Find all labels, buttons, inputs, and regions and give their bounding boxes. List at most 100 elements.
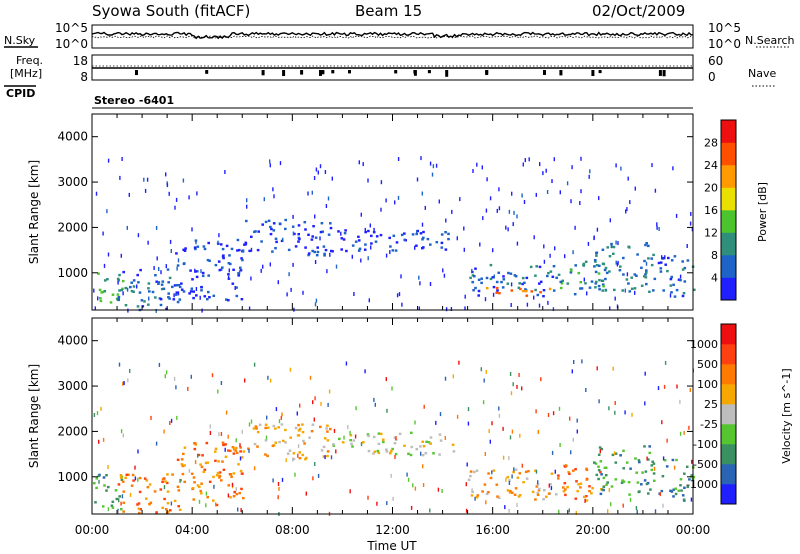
- power-cell: [597, 272, 601, 275]
- velocity-cell: [256, 445, 259, 448]
- power-cell: [670, 275, 673, 279]
- velocity-cell: [164, 508, 168, 511]
- velocity-panel: 1000 2000 3000 4000 Slant Range [km] 1000 50…: [27, 317, 793, 516]
- power-cell: [151, 290, 155, 294]
- power-cell: [644, 273, 647, 276]
- power-cell: [628, 290, 632, 293]
- power-sparse-cell: [195, 287, 198, 291]
- velocity-sparse-cell: [349, 430, 351, 435]
- velocity-cell: [198, 485, 201, 489]
- velocity-cell: [621, 479, 624, 482]
- velocity-cell: [114, 489, 118, 492]
- power-cell: [287, 248, 291, 252]
- velocity-cell: [372, 435, 376, 439]
- power-cell: [297, 224, 301, 227]
- velocity-sparse-cell: [163, 429, 165, 434]
- power-sparse-cell: [596, 227, 599, 232]
- power-colorbar-segment: [721, 232, 736, 256]
- velocity-sparse-cell: [278, 486, 280, 491]
- velocity-sparse-cell: [330, 455, 333, 460]
- velocity-cell: [181, 472, 185, 476]
- velocity-cell: [201, 454, 204, 457]
- power-sparse-cell: [486, 177, 488, 182]
- power-cell: [627, 245, 630, 248]
- power-cell: [491, 276, 495, 279]
- velocity-cell: [136, 503, 139, 506]
- power-sparse-cell: [373, 227, 375, 232]
- power-cell: [227, 262, 231, 265]
- power-cell: [195, 275, 199, 279]
- velocity-cell: [597, 465, 600, 468]
- power-cell: [604, 277, 607, 281]
- power-cell: [364, 230, 367, 234]
- velocity-cell: [567, 471, 570, 474]
- velocity-sparse-cell: [610, 502, 612, 507]
- velocity-cell: [323, 437, 327, 440]
- power-cell: [440, 233, 444, 236]
- velocity-cell: [301, 431, 305, 434]
- velocity-cell: [597, 477, 600, 481]
- velocity-cell: [227, 449, 230, 452]
- velocity-sparse-cell: [467, 421, 470, 426]
- velocity-sparse-cell: [679, 431, 682, 436]
- power-cell: [284, 227, 287, 231]
- velocity-sparse-cell: [511, 474, 513, 479]
- velocity-cell: [326, 430, 329, 433]
- power-colorbar-segment: [721, 187, 736, 211]
- power-sparse-cell: [424, 205, 426, 210]
- power-cell: [194, 247, 197, 251]
- power-cell: [370, 234, 373, 238]
- velocity-sparse-cell: [175, 385, 177, 390]
- power-cell: [260, 240, 263, 243]
- velocity-cell: [514, 487, 518, 490]
- power-sparse-cell: [498, 206, 501, 211]
- velocity-cell: [366, 433, 370, 436]
- velocity-cell: [298, 451, 301, 454]
- power-sparse-cell: [143, 177, 145, 182]
- power-cell: [183, 249, 187, 252]
- power-sparse-cell: [313, 176, 316, 180]
- velocity-sparse-cell: [317, 473, 320, 478]
- velocity-cell: [600, 447, 603, 451]
- power-sparse-cell: [246, 198, 248, 203]
- power-cell: [375, 235, 379, 238]
- power-cell: [440, 246, 444, 249]
- velocity-xticks: [91, 318, 694, 514]
- power-cell: [227, 273, 230, 276]
- power-cell: [195, 294, 198, 297]
- power-sparse-cell: [482, 216, 484, 221]
- velocity-cell: [181, 464, 185, 468]
- velocity-sparse-cell: [122, 381, 124, 386]
- velocity-cell: [165, 481, 169, 485]
- velocity-sparse-cell: [205, 491, 208, 496]
- power-panel-bg: [92, 114, 693, 310]
- power-cell: [120, 288, 123, 292]
- velocity-cell: [320, 449, 324, 452]
- power-cell: [327, 233, 331, 236]
- power-cell: [573, 293, 577, 296]
- velocity-cell: [206, 461, 209, 464]
- power-cell: [222, 254, 225, 257]
- power-sparse-cell: [553, 157, 555, 162]
- velocity-cell: [232, 452, 236, 455]
- power-cell: [207, 241, 210, 245]
- power-sparse-cell: [420, 156, 422, 161]
- power-ytick-label: 1000: [57, 266, 88, 280]
- velocity-sparse-cell: [102, 437, 105, 442]
- power-cell: [647, 257, 650, 260]
- velocity-cell: [242, 450, 246, 453]
- velocity-cell: [149, 501, 153, 504]
- power-sparse-cell: [459, 197, 461, 202]
- velocity-cell: [577, 483, 580, 486]
- velocity-cell: [588, 485, 591, 488]
- velocity-cell: [161, 506, 164, 509]
- velocity-cell: [322, 445, 326, 449]
- power-sparse-cell: [369, 223, 371, 228]
- nave-dip: [658, 70, 662, 76]
- power-sparse-cell: [218, 233, 220, 238]
- power-sparse-cell: [335, 264, 338, 269]
- velocity-cell: [549, 483, 552, 486]
- power-cell: [577, 271, 581, 275]
- velocity-cell: [274, 427, 277, 430]
- power-sparse-cell: [615, 240, 617, 245]
